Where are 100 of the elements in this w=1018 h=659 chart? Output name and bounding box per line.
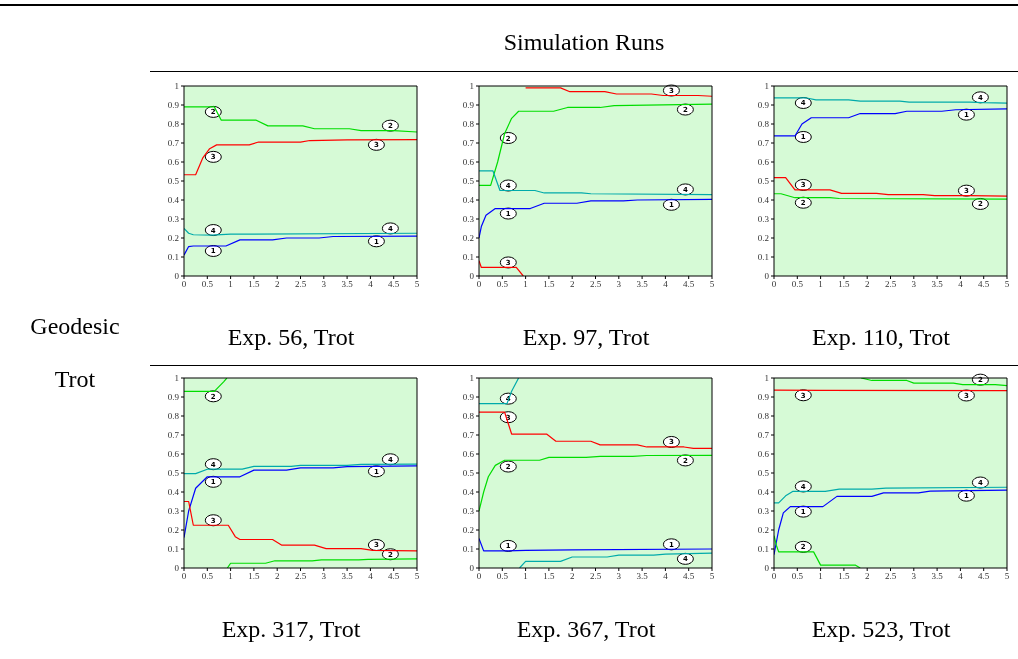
y-tick-label: 0.2 — [167, 233, 179, 244]
y-tick-label: 0.5 — [167, 176, 180, 187]
x-tick-label: 2 — [569, 279, 575, 290]
x-tick-label: 5 — [414, 571, 420, 582]
x-tick-label: 3.5 — [341, 279, 354, 290]
y-tick-label: 0.3 — [757, 506, 770, 517]
x-tick-label: 2 — [274, 279, 280, 290]
y-tick-label: 0.7 — [167, 430, 180, 441]
line-series — [479, 411, 712, 449]
y-tick-label: 0.4 — [167, 195, 180, 206]
y-tick-label: 0.8 — [757, 119, 770, 130]
y-tick-label: 0.5 — [462, 468, 475, 479]
y-tick-label: 0.9 — [167, 100, 180, 111]
y-tick-label: 0 — [764, 563, 770, 574]
y-tick-label: 0.3 — [462, 214, 475, 225]
x-tick-label: 1 — [818, 279, 823, 290]
y-tick-label: 0.7 — [462, 430, 475, 441]
y-tick-label: 1 — [469, 81, 474, 92]
text: Exp. 110, Trot — [811, 323, 951, 352]
x-tick-label: 3.5 — [931, 279, 944, 290]
x-tick-label: 2.5 — [294, 279, 307, 290]
y-tick-label: 0.6 — [462, 449, 475, 460]
y-tick-label: 0.3 — [167, 214, 180, 225]
x-tick-label: 4.5 — [388, 571, 400, 582]
x-tick-label: 4 — [958, 571, 964, 582]
y-tick-label: 0.2 — [462, 233, 474, 244]
y-tick-label: 0.8 — [462, 119, 475, 130]
text: Exp. 367, Trot — [515, 615, 657, 644]
x-tick-label: 0.5 — [201, 571, 214, 582]
x-tick-label: 3 — [911, 571, 917, 582]
y-tick-label: 0.1 — [167, 544, 179, 555]
x-tick-label: 1.5 — [543, 279, 556, 290]
x-tick-label: 4 — [958, 279, 964, 290]
x-tick-label: 2 — [864, 571, 870, 582]
x-tick-label: 4.5 — [978, 279, 990, 290]
line-series — [479, 103, 712, 186]
y-tick-label: 1 — [174, 81, 179, 92]
y-tick-label: 0 — [469, 563, 475, 574]
x-tick-label: 2.5 — [884, 571, 897, 582]
x-tick-label: 3.5 — [341, 571, 354, 582]
y-tick-label: 1 — [469, 373, 474, 384]
y-tick-label: 0.2 — [757, 233, 769, 244]
text: Simulation Runs — [502, 28, 666, 57]
y-tick-label: 0.1 — [462, 544, 474, 555]
x-tick-label: 0.5 — [496, 279, 509, 290]
y-tick-label: 0.6 — [757, 157, 770, 168]
x-tick-label: 1 — [228, 571, 233, 582]
text: Exp. 523, Trot — [810, 615, 952, 644]
x-tick-label: 4.5 — [388, 279, 400, 290]
x-tick-label: 0 — [771, 279, 777, 290]
x-tick-label: 0.5 — [791, 571, 804, 582]
x-tick-label: 2 — [864, 279, 870, 290]
y-tick-label: 0.1 — [462, 252, 474, 263]
x-tick-label: 3 — [321, 279, 327, 290]
y-tick-label: 0.7 — [462, 138, 475, 149]
x-tick-label: 4.5 — [683, 571, 695, 582]
x-tick-label: 3 — [616, 571, 622, 582]
x-tick-label: 5 — [709, 279, 715, 290]
text: Exp. 56, Trot — [226, 323, 356, 352]
y-tick-label: 0.5 — [462, 176, 475, 187]
x-tick-label: 1.5 — [838, 279, 851, 290]
line-series — [184, 235, 417, 256]
y-tick-label: 0.9 — [167, 392, 180, 403]
line-series — [184, 138, 417, 176]
y-tick-label: 0.8 — [167, 119, 180, 130]
y-tick-label: 0.3 — [167, 506, 180, 517]
x-tick-label: 4 — [368, 571, 374, 582]
x-tick-label: 2 — [274, 571, 280, 582]
x-tick-label: 1.5 — [543, 571, 556, 582]
x-tick-label: 5 — [1004, 571, 1010, 582]
x-tick-label: 4.5 — [978, 571, 990, 582]
y-tick-label: 0.6 — [167, 449, 180, 460]
y-tick-label: 0 — [469, 271, 475, 282]
y-tick-label: 0.1 — [757, 544, 769, 555]
x-tick-label: 2 — [569, 571, 575, 582]
x-tick-label: 4 — [663, 571, 669, 582]
y-tick-label: 0.4 — [167, 487, 180, 498]
y-tick-label: 0.9 — [757, 100, 770, 111]
x-tick-label: 2.5 — [589, 279, 602, 290]
y-tick-label: 0.1 — [757, 252, 769, 263]
y-tick-label: 0.7 — [757, 430, 770, 441]
y-tick-label: 0.5 — [757, 176, 770, 187]
x-tick-label: 0 — [476, 571, 482, 582]
x-tick-label: 3 — [321, 571, 327, 582]
y-tick-label: 0.6 — [167, 157, 180, 168]
y-tick-label: 0.5 — [757, 468, 770, 479]
x-tick-label: 2.5 — [884, 279, 897, 290]
y-tick-label: 0.8 — [462, 411, 475, 422]
x-tick-label: 1 — [523, 571, 528, 582]
line-series — [479, 170, 712, 196]
x-tick-label: 5 — [709, 571, 715, 582]
y-tick-label: 0.8 — [757, 411, 770, 422]
x-tick-label: 3.5 — [636, 571, 649, 582]
y-tick-label: 0.7 — [167, 138, 180, 149]
x-tick-label: 2.5 — [589, 571, 602, 582]
y-tick-label: 1 — [764, 81, 769, 92]
y-tick-label: 0.2 — [462, 525, 474, 536]
x-tick-label: 0.5 — [791, 279, 804, 290]
x-tick-label: 4 — [368, 279, 374, 290]
x-tick-label: 1.5 — [248, 571, 261, 582]
